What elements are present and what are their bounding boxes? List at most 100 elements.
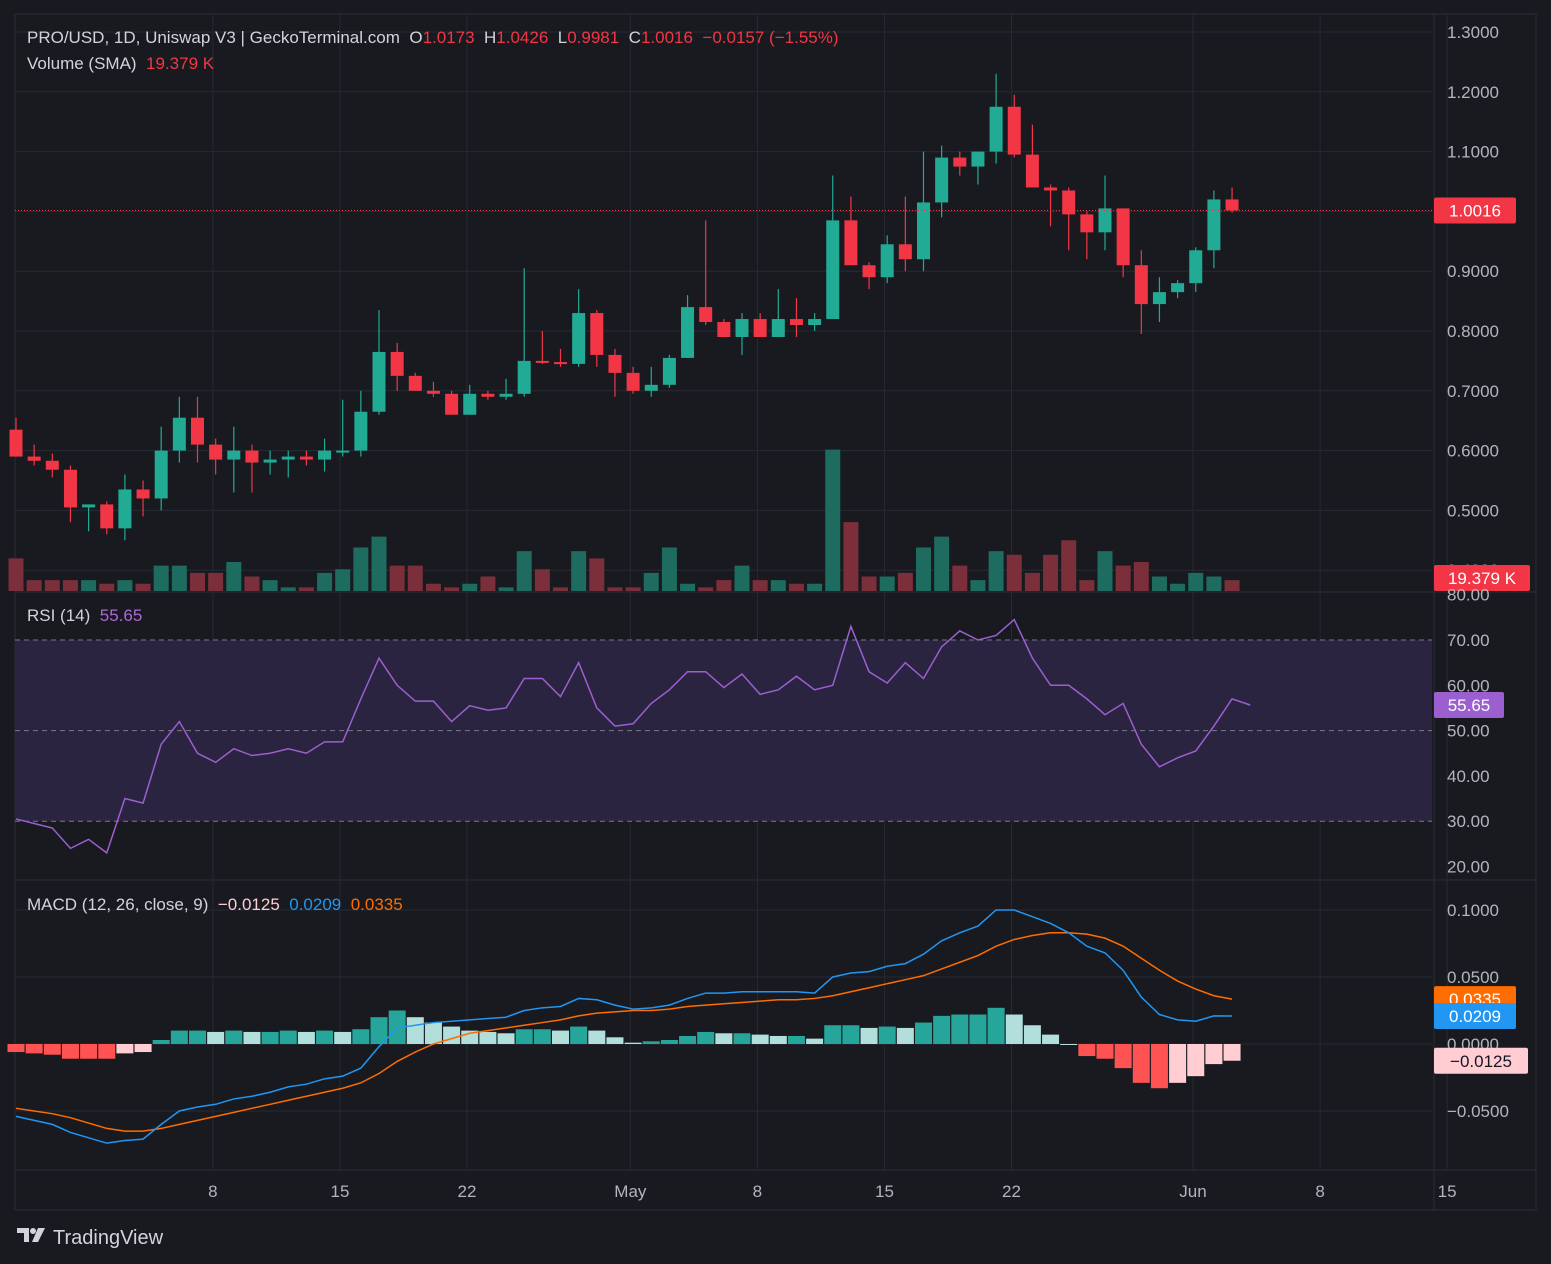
volume-bar xyxy=(208,572,224,591)
candle-body xyxy=(318,450,332,460)
volume-bar xyxy=(625,587,641,591)
volume-bar xyxy=(825,449,841,591)
symbol-title: PRO/USD, 1D, Uniswap V3 | GeckoTerminal.… xyxy=(27,28,400,47)
candle-body xyxy=(1062,190,1076,215)
macd-histogram-bar xyxy=(1169,1044,1187,1083)
macd-tag xyxy=(1434,1002,1516,1029)
macd-histogram-bar xyxy=(679,1035,697,1044)
volume-bar xyxy=(135,583,151,591)
volume-bar xyxy=(1206,576,1222,591)
macd-histogram-bar xyxy=(352,1029,370,1044)
rsi-band xyxy=(15,640,1432,822)
price-tick-label: 0.7000 xyxy=(1447,382,1499,401)
candle-body xyxy=(554,362,567,365)
macd-histogram-bar xyxy=(80,1044,98,1059)
macd-histogram-bar xyxy=(769,1035,787,1044)
candle-body xyxy=(844,220,858,266)
candle-body xyxy=(1025,154,1039,188)
macd-histogram-bar xyxy=(1132,1044,1150,1083)
candle-body xyxy=(463,393,477,415)
volume-bar xyxy=(1061,540,1077,591)
volume-bar xyxy=(444,587,460,591)
volume-label: Volume (SMA) xyxy=(27,54,137,73)
volume-bar xyxy=(843,522,859,591)
volume-bar xyxy=(498,587,514,591)
volume-bar xyxy=(298,587,314,591)
macd-histogram-bar xyxy=(1023,1025,1041,1044)
x-tick-label: 22 xyxy=(458,1182,477,1201)
macd-histogram-bar xyxy=(824,1025,842,1044)
macd-histogram-bar xyxy=(642,1041,660,1044)
macd-histogram-bar xyxy=(43,1044,61,1055)
macd-histogram-bar xyxy=(806,1038,824,1044)
macd-histogram-bar xyxy=(406,1017,424,1044)
volume-bar xyxy=(897,572,913,591)
price-legend: PRO/USD, 1D, Uniswap V3 | GeckoTerminal.… xyxy=(27,28,839,48)
volume-bar xyxy=(970,580,986,591)
volume-bar xyxy=(26,580,42,591)
candle-body xyxy=(971,151,985,167)
macd-histogram-bar xyxy=(515,1029,533,1044)
rsi-line xyxy=(15,618,1251,855)
candle-body xyxy=(1225,199,1239,211)
macd-histogram-bar xyxy=(951,1014,969,1044)
macd-histogram-bar xyxy=(1205,1044,1223,1065)
volume-bar xyxy=(8,558,24,591)
volume-bar xyxy=(661,547,677,591)
candle-body xyxy=(1044,187,1058,191)
x-tick-label: 15 xyxy=(330,1182,349,1201)
rsi-tick-label: 40.00 xyxy=(1447,767,1490,786)
candle-body xyxy=(82,504,96,508)
volume-bar xyxy=(988,551,1004,591)
price-tick-label: 1.2000 xyxy=(1447,83,1499,102)
macd-label: MACD (12, 26, close, 9) xyxy=(27,895,209,914)
tv-glyph xyxy=(17,1228,45,1242)
chart-border xyxy=(14,13,1537,1211)
macd-histogram-bar xyxy=(896,1027,914,1044)
candle-body xyxy=(445,393,459,415)
macd-tick-label: 0.1000 xyxy=(1447,901,1499,920)
open-value: 1.0173 xyxy=(422,28,475,47)
candle-body xyxy=(354,411,368,451)
volume-bar xyxy=(934,536,950,591)
candle-body xyxy=(789,319,803,326)
candle-body xyxy=(191,417,204,445)
volume-bar xyxy=(1133,562,1149,591)
last-price-label: 1.0016 xyxy=(1449,201,1501,220)
rsi-tick-label: 60.00 xyxy=(1447,676,1490,695)
candle-body xyxy=(136,489,150,499)
macd-histogram-bar xyxy=(443,1026,461,1044)
volume-bar xyxy=(335,569,351,591)
price-tick-label: 0.5000 xyxy=(1447,501,1499,520)
candle-body xyxy=(808,319,822,326)
candle-body xyxy=(408,375,422,391)
signal-value: 0.0335 xyxy=(350,895,403,914)
macd-histogram-bar xyxy=(261,1031,279,1044)
macd-histogram-bar xyxy=(588,1030,606,1044)
macd-histogram-bar xyxy=(860,1027,878,1044)
volume-bar xyxy=(1151,576,1167,591)
volume-bar xyxy=(607,587,623,591)
macd-histogram-bar xyxy=(606,1037,624,1044)
macd-histogram-bar xyxy=(787,1035,805,1044)
x-tick-label: Jun xyxy=(1179,1182,1206,1201)
candle-body xyxy=(299,456,313,460)
macd-histogram-bar xyxy=(915,1022,932,1044)
macd-histogram-bar xyxy=(660,1039,678,1044)
macd-histogram-bar xyxy=(189,1030,206,1044)
candle-body xyxy=(862,265,876,278)
rsi-tag-label: 55.65 xyxy=(1448,696,1491,715)
macd-histogram-bar xyxy=(279,1030,297,1044)
candle-body xyxy=(535,360,549,363)
macd-histogram-bar xyxy=(316,1030,334,1044)
x-tick-label: 15 xyxy=(875,1182,894,1201)
volume-bar xyxy=(171,565,187,591)
candle-body xyxy=(426,390,440,394)
tradingview-logo[interactable]: TradingView xyxy=(17,1226,163,1250)
volume-bar xyxy=(244,576,260,591)
brand-label: TradingView xyxy=(53,1226,164,1249)
volume-bar xyxy=(770,580,786,591)
volume-bar xyxy=(81,580,97,591)
volume-bar xyxy=(1224,580,1240,591)
